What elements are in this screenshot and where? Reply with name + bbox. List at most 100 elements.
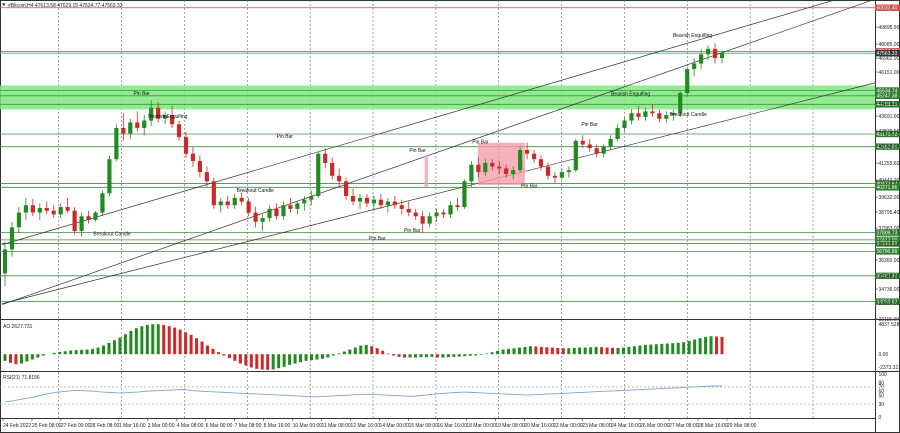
level-label-2: 47563.33 [877,51,898,57]
time-tick-10: 10 Mar 00:00 [293,423,323,429]
candle-body-21 [149,107,154,121]
time-tick-9: 8 Mar 16:00 [264,423,291,429]
candle-body-20 [142,120,147,128]
level-label-6: 43171.72 [877,132,898,138]
rsi-tick-0: 100 [879,372,888,378]
candle-body-8 [58,207,63,215]
candle-body-13 [93,212,98,220]
time-axis: 24 Feb 2022 25 Feb 08:00 27 Feb 00:00 28 Fe… [2,418,757,429]
price-tick-13: 37171.60 [879,242,900,248]
level-label-10: 37809.73 [877,230,898,236]
time-tick-18: 20 Mar 16:00 [524,423,554,429]
time-tick-7: 6 Mar 00:00 [206,423,233,429]
candle-body-95 [664,115,669,119]
time-tick-13: 14 Mar 00:00 [379,423,409,429]
candle-body-15 [107,159,112,194]
candle-body-6 [44,207,49,211]
time-tick-23: 27 Mar 08:00 [669,423,699,429]
candle-body-66 [462,181,467,208]
candle-body-23 [163,115,168,119]
candle-body-4 [30,205,35,213]
annotation-6: Pin Bar [404,228,421,234]
candle-body-38 [267,208,272,219]
candle-body-83 [580,140,585,145]
ao-title: AO 2627.731 [3,324,33,330]
level-label-bg-0 [875,4,900,11]
candle-body-33 [232,197,237,206]
candle-body-92 [643,111,648,117]
candle-body-41 [288,205,293,209]
annotation-12: Breakout Candle [670,112,707,118]
time-tick-17: 19 Mar 08:00 [495,423,525,429]
price-tick-3: 46151.00 [879,70,900,76]
level-label-bg-7 [875,143,900,150]
candle-body-99 [692,63,697,70]
candle-body-26 [183,137,189,154]
candle-body-22 [156,107,161,119]
candle-body-89 [622,120,627,128]
candle-body-52 [364,197,370,204]
candle-body-37 [260,218,265,222]
rsi-title: RSI(21) 71.8156 [3,375,40,381]
candle-body-57 [399,205,404,209]
ao-histogram [3,324,724,370]
candle-body-65 [455,205,460,208]
candle-body-84 [587,144,592,149]
candle-body-31 [218,201,223,206]
candle-body-100 [699,54,704,64]
candle-body-43 [302,199,307,204]
highlight-rect-0 [424,155,429,187]
candle-body-32 [225,201,230,206]
candle-body-35 [246,201,251,213]
time-tick-20: 23 Mar 08:00 [582,423,612,429]
annotation-11: Bearish Engulfing [611,92,650,98]
candle-body-11 [79,216,84,231]
time-tick-6: 4 Mar 08:00 [177,423,204,429]
time-tick-25: 29 Mar 08:00 [727,423,757,429]
candle-body-77 [538,159,544,167]
price-tick-15: 35548.00 [879,274,900,280]
candle-body-42 [295,203,300,209]
level-label-15: 34059.63 [877,299,898,305]
candle-body-58 [406,208,411,213]
time-tick-21: 24 Mar 16:00 [611,423,641,429]
candle-body-68 [476,164,481,173]
candle-body-7 [51,210,56,215]
candle-body-101 [705,48,711,55]
candle-body-24 [169,115,175,125]
rsi-tick-5: 30 [879,402,885,408]
level-label-bg-8 [875,180,900,187]
chevron-down-icon[interactable] [2,3,6,7]
candle-body-39 [274,208,279,217]
candle-body-91 [636,113,641,117]
candle-body-94 [657,113,662,119]
level-label-bg-4 [875,92,900,99]
level-label-bg-10 [875,229,900,236]
candle-body-98 [685,69,690,93]
candle-body-81 [566,170,571,173]
time-tick-22: 26 Mar 00:00 [640,423,670,429]
price-axis: 50033.4047663.8747563.3345534.7445247.38… [875,4,900,323]
annotation-5: Pin Bar [409,148,426,154]
candle-body-103 [719,53,725,59]
channel-lines [1,0,876,305]
candle-body-64 [448,205,453,215]
price-tick-14: 36360.00 [879,258,900,264]
candle-body-25 [176,124,182,138]
time-tick-5: 3 Mar 00:00 [148,423,175,429]
rsi-tick-3: 60 [879,389,885,395]
candle-body-40 [281,205,286,217]
candle-body-49 [344,181,349,197]
candle-body-51 [357,197,363,202]
annotation-13: Bearish Engulfing [673,33,712,39]
price-tick-16: 34736.00 [879,287,900,293]
window-title: #Bitcoin,H4 47613.58 47629.15 47534.77 4… [8,3,123,9]
time-tick-1: 25 Feb 08:00 [32,423,62,429]
candle-body-96 [671,113,676,116]
annotation-4: Breakout Candle [237,188,274,194]
price-tick-1: 48085.00 [879,42,900,48]
candle-body-28 [197,161,203,173]
candle-body-48 [337,175,342,182]
